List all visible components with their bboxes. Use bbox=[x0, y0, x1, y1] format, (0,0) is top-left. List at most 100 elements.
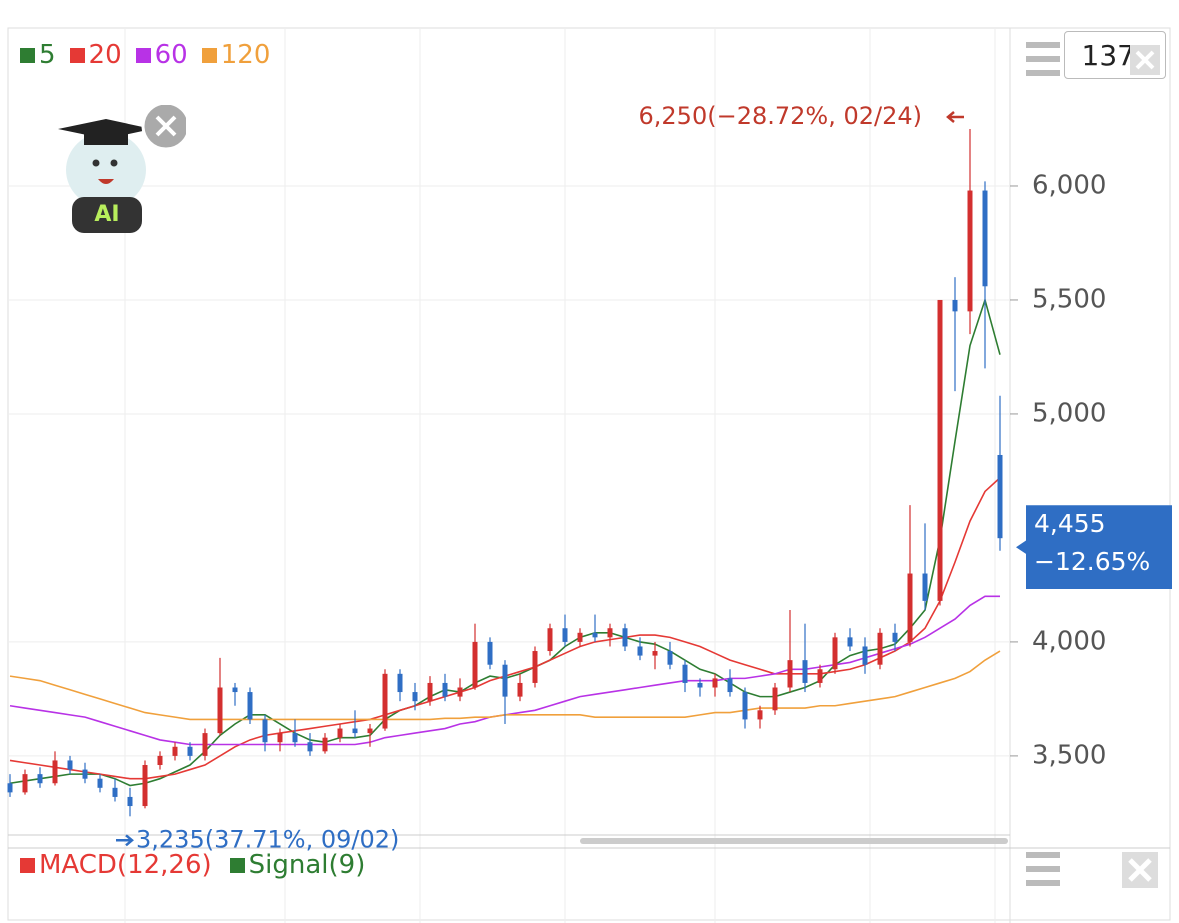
candle-body bbox=[577, 632, 583, 642]
current-change: −12.65% bbox=[1034, 547, 1151, 577]
candle-body bbox=[37, 774, 43, 784]
legend-swatch bbox=[135, 47, 151, 63]
candle-body bbox=[967, 190, 973, 312]
candle-body bbox=[622, 628, 628, 647]
candle-body bbox=[712, 678, 718, 688]
legend-label: 5 bbox=[39, 40, 56, 70]
candle-body bbox=[172, 746, 178, 756]
candle-body bbox=[457, 687, 463, 697]
y-tick-label: 5,000 bbox=[1032, 398, 1106, 428]
y-tick-label: 5,500 bbox=[1032, 284, 1106, 314]
candle-body bbox=[832, 637, 838, 670]
candle-body bbox=[367, 728, 373, 734]
macd-close-icon[interactable] bbox=[1122, 852, 1158, 888]
frame bbox=[7, 27, 1171, 921]
candle-body bbox=[787, 660, 793, 688]
candle-body bbox=[52, 760, 58, 784]
legend-label: Signal(9) bbox=[248, 850, 366, 880]
candle-body bbox=[232, 687, 238, 693]
candle-body bbox=[427, 682, 433, 702]
candle-body bbox=[262, 719, 268, 743]
candle-body bbox=[997, 454, 1003, 539]
candle-body bbox=[307, 742, 313, 752]
candle-body bbox=[667, 651, 673, 665]
ai-assistant[interactable]: AI bbox=[56, 105, 186, 235]
ma-line bbox=[9, 477, 1001, 780]
candle-body bbox=[727, 678, 733, 693]
candle-body bbox=[472, 641, 478, 688]
candle-body bbox=[592, 632, 598, 638]
macd-legend-item: MACD(12,26) bbox=[20, 850, 212, 880]
candle-body bbox=[22, 774, 28, 793]
candle-body bbox=[202, 733, 208, 756]
candle-body bbox=[847, 637, 853, 647]
y-tick-label: 4,000 bbox=[1032, 626, 1106, 656]
candle-body bbox=[817, 669, 823, 683]
y-tick-label: 6,000 bbox=[1032, 170, 1106, 200]
legend-item: 120 bbox=[201, 40, 271, 70]
candle-body bbox=[382, 673, 388, 729]
candle-body bbox=[337, 728, 343, 738]
candle-body bbox=[517, 682, 523, 697]
macd-menu-icon[interactable] bbox=[1026, 852, 1060, 886]
candle-body bbox=[697, 682, 703, 688]
candle-body bbox=[412, 692, 418, 702]
candle-body bbox=[637, 646, 643, 656]
legend-swatch bbox=[201, 47, 217, 63]
ai-label: AI bbox=[94, 202, 120, 227]
candle-body bbox=[862, 646, 868, 665]
legend-label: MACD(12,26) bbox=[39, 850, 212, 880]
vertical-grid bbox=[124, 28, 996, 923]
candle-body bbox=[322, 737, 328, 752]
candle-body bbox=[742, 692, 748, 720]
candle-body bbox=[247, 692, 253, 720]
candle-body bbox=[982, 190, 988, 287]
candle-body bbox=[922, 573, 928, 601]
legend-swatch bbox=[20, 47, 35, 63]
y-tick-label: 3,500 bbox=[1032, 740, 1106, 770]
candle-body bbox=[772, 687, 778, 711]
macd-legend: MACD(12,26) Signal(9) bbox=[20, 850, 365, 880]
legend-item: 20 bbox=[69, 40, 122, 70]
legend-swatch bbox=[229, 857, 245, 873]
legend-item: 5 bbox=[20, 40, 56, 70]
current-price-box: 4,455 −12.65% bbox=[1016, 505, 1172, 590]
candle-body bbox=[562, 628, 568, 642]
candle-body bbox=[142, 765, 148, 807]
candle-body bbox=[277, 733, 283, 743]
candle-body bbox=[157, 755, 163, 766]
scrollbar[interactable] bbox=[580, 838, 1008, 844]
candle-body bbox=[532, 651, 538, 683]
current-price: 4,455 bbox=[1034, 509, 1106, 539]
candle-body bbox=[877, 632, 883, 665]
candle-body bbox=[292, 733, 298, 743]
legend-swatch bbox=[20, 857, 35, 873]
input-clear[interactable] bbox=[1130, 45, 1160, 75]
candle-body bbox=[547, 628, 553, 652]
candle-body bbox=[97, 778, 103, 788]
legend-label: 120 bbox=[220, 40, 271, 70]
candle-body bbox=[7, 783, 13, 793]
candle-body bbox=[892, 632, 898, 642]
low-annotation: 3,235(37.71%, 09/02) bbox=[136, 825, 399, 853]
candle-body bbox=[937, 299, 943, 601]
high-annotation: 6,250(−28.72%, 02/24) bbox=[639, 102, 922, 130]
legend-swatch bbox=[69, 47, 85, 63]
candle-body bbox=[187, 746, 193, 756]
macd-legend-item: Signal(9) bbox=[229, 850, 366, 880]
legend-label: 60 bbox=[154, 40, 188, 70]
candle-body bbox=[487, 641, 493, 665]
plot: 3,500 4,000 5,000 5,500 6,000 6,250(−28.72%, … bbox=[7, 102, 1106, 853]
candle-body bbox=[127, 796, 133, 807]
high-arrow bbox=[946, 111, 964, 123]
candle-body bbox=[67, 760, 73, 770]
legend-label: 20 bbox=[88, 40, 122, 70]
candle-body bbox=[652, 651, 658, 656]
candle-body bbox=[952, 299, 958, 312]
candle-body bbox=[607, 628, 613, 638]
candle-body bbox=[502, 664, 508, 697]
menu-icon[interactable] bbox=[1026, 42, 1060, 76]
ai-icon bbox=[58, 105, 186, 233]
